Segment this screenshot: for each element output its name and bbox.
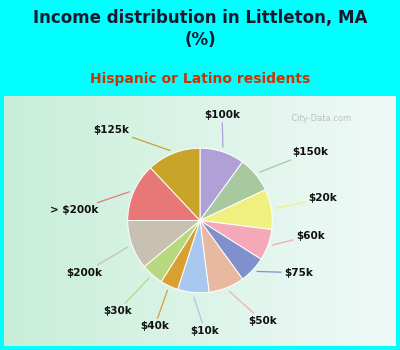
Wedge shape — [144, 220, 200, 281]
Text: $30k: $30k — [103, 278, 149, 316]
Wedge shape — [200, 220, 261, 279]
Text: $100k: $100k — [204, 110, 240, 147]
Text: $200k: $200k — [66, 247, 128, 278]
Text: $150k: $150k — [260, 147, 328, 172]
Text: $10k: $10k — [191, 297, 219, 336]
Text: $125k: $125k — [94, 125, 170, 150]
Wedge shape — [200, 220, 242, 292]
Text: $50k: $50k — [230, 292, 277, 326]
Wedge shape — [200, 220, 272, 259]
Text: City-Data.com: City-Data.com — [286, 114, 351, 123]
Text: > $200k: > $200k — [50, 192, 129, 216]
Wedge shape — [128, 168, 200, 220]
Wedge shape — [150, 148, 200, 220]
Wedge shape — [128, 220, 200, 267]
Text: Income distribution in Littleton, MA
(%): Income distribution in Littleton, MA (%) — [33, 9, 367, 49]
Text: $75k: $75k — [257, 268, 313, 278]
Text: $60k: $60k — [273, 231, 325, 245]
Wedge shape — [161, 220, 200, 289]
Wedge shape — [200, 190, 272, 230]
Text: $40k: $40k — [140, 290, 169, 331]
Text: Hispanic or Latino residents: Hispanic or Latino residents — [90, 72, 310, 86]
Text: $20k: $20k — [276, 194, 337, 208]
Wedge shape — [178, 220, 209, 293]
Wedge shape — [200, 162, 266, 220]
Wedge shape — [200, 148, 242, 220]
